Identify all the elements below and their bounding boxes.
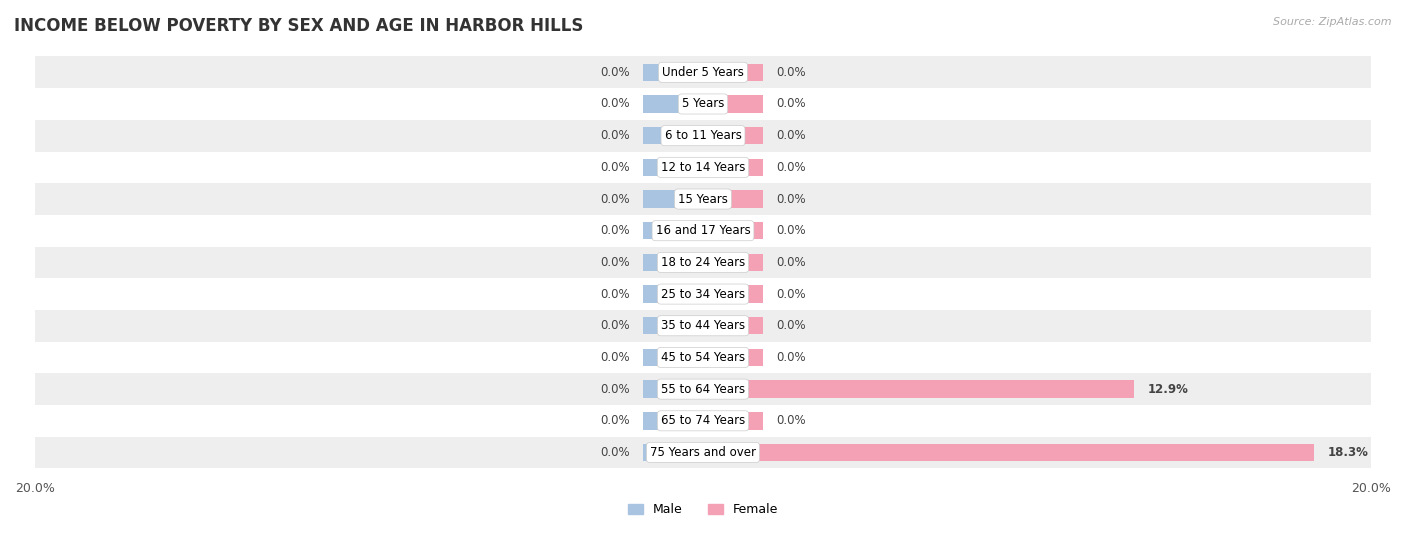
Bar: [703, 64, 763, 81]
Text: 18 to 24 Years: 18 to 24 Years: [661, 256, 745, 269]
Bar: [703, 444, 1315, 461]
Text: 0.0%: 0.0%: [776, 414, 806, 427]
Text: 0.0%: 0.0%: [600, 319, 630, 332]
Text: 0.0%: 0.0%: [776, 129, 806, 142]
Text: 0.0%: 0.0%: [600, 97, 630, 111]
Text: INCOME BELOW POVERTY BY SEX AND AGE IN HARBOR HILLS: INCOME BELOW POVERTY BY SEX AND AGE IN H…: [14, 17, 583, 35]
Text: 6 to 11 Years: 6 to 11 Years: [665, 129, 741, 142]
Text: 12.9%: 12.9%: [1147, 382, 1188, 396]
Bar: [35, 373, 1371, 405]
Bar: [703, 381, 1133, 398]
Text: 0.0%: 0.0%: [600, 192, 630, 206]
Text: 0.0%: 0.0%: [600, 66, 630, 79]
Bar: [703, 95, 763, 113]
Bar: [35, 405, 1371, 437]
Text: 0.0%: 0.0%: [776, 351, 806, 364]
Bar: [643, 444, 703, 461]
Text: 0.0%: 0.0%: [600, 224, 630, 237]
Text: 5 Years: 5 Years: [682, 97, 724, 111]
Bar: [703, 285, 763, 303]
Bar: [35, 278, 1371, 310]
Bar: [643, 190, 703, 208]
Text: 0.0%: 0.0%: [776, 66, 806, 79]
Text: 65 to 74 Years: 65 to 74 Years: [661, 414, 745, 427]
Bar: [643, 317, 703, 334]
Text: 55 to 64 Years: 55 to 64 Years: [661, 382, 745, 396]
Bar: [35, 88, 1371, 120]
Bar: [643, 64, 703, 81]
Text: 0.0%: 0.0%: [600, 446, 630, 459]
Bar: [35, 151, 1371, 183]
Bar: [703, 127, 763, 144]
Text: 45 to 54 Years: 45 to 54 Years: [661, 351, 745, 364]
Bar: [703, 317, 763, 334]
Bar: [643, 285, 703, 303]
Bar: [643, 412, 703, 429]
Text: 0.0%: 0.0%: [776, 97, 806, 111]
Text: 16 and 17 Years: 16 and 17 Years: [655, 224, 751, 237]
Bar: [35, 437, 1371, 468]
Bar: [703, 159, 763, 176]
Bar: [35, 120, 1371, 151]
Text: 0.0%: 0.0%: [600, 287, 630, 301]
Bar: [35, 310, 1371, 342]
Bar: [703, 254, 763, 271]
Text: 35 to 44 Years: 35 to 44 Years: [661, 319, 745, 332]
Bar: [643, 127, 703, 144]
Text: 0.0%: 0.0%: [600, 414, 630, 427]
Bar: [703, 190, 763, 208]
Bar: [643, 381, 703, 398]
Bar: [643, 159, 703, 176]
Text: 18.3%: 18.3%: [1327, 446, 1368, 459]
Text: 0.0%: 0.0%: [600, 161, 630, 174]
Bar: [35, 183, 1371, 215]
Bar: [35, 342, 1371, 373]
Text: 0.0%: 0.0%: [776, 192, 806, 206]
Text: 0.0%: 0.0%: [600, 351, 630, 364]
Bar: [643, 349, 703, 366]
Text: Source: ZipAtlas.com: Source: ZipAtlas.com: [1274, 17, 1392, 27]
Bar: [643, 254, 703, 271]
Text: Under 5 Years: Under 5 Years: [662, 66, 744, 79]
Bar: [643, 95, 703, 113]
Bar: [703, 222, 763, 239]
Text: 0.0%: 0.0%: [600, 256, 630, 269]
Text: 0.0%: 0.0%: [600, 129, 630, 142]
Bar: [703, 412, 763, 429]
Bar: [643, 222, 703, 239]
Bar: [703, 349, 763, 366]
Text: 75 Years and over: 75 Years and over: [650, 446, 756, 459]
Legend: Male, Female: Male, Female: [623, 498, 783, 522]
Text: 0.0%: 0.0%: [776, 319, 806, 332]
Text: 12 to 14 Years: 12 to 14 Years: [661, 161, 745, 174]
Bar: [35, 56, 1371, 88]
Bar: [35, 247, 1371, 278]
Text: 25 to 34 Years: 25 to 34 Years: [661, 287, 745, 301]
Bar: [35, 215, 1371, 247]
Text: 0.0%: 0.0%: [776, 287, 806, 301]
Text: 0.0%: 0.0%: [776, 224, 806, 237]
Text: 0.0%: 0.0%: [776, 256, 806, 269]
Text: 15 Years: 15 Years: [678, 192, 728, 206]
Text: 0.0%: 0.0%: [600, 382, 630, 396]
Text: 0.0%: 0.0%: [776, 161, 806, 174]
